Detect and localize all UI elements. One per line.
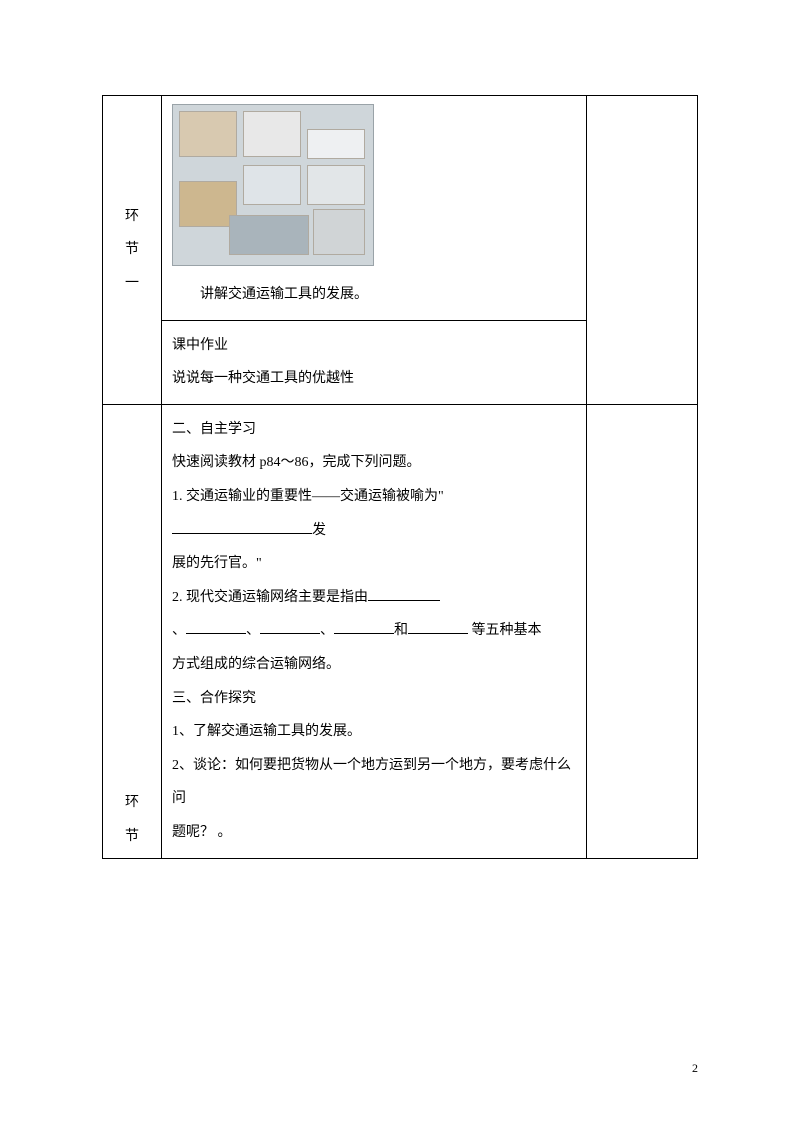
label-char: 节 — [113, 820, 151, 854]
question-2-line3: 方式组成的综合运输网络。 — [172, 648, 576, 682]
label-char: 环 — [113, 200, 151, 234]
section1-right-cell — [587, 96, 698, 405]
label-char: 一 — [113, 267, 151, 301]
label-char: 环 — [113, 786, 151, 820]
question-1-line1: 1. 交通运输业的重要性——交通运输被喻为" 发 — [172, 480, 576, 547]
homework-cell: 课中作业 说说每一种交通工具的优越性 — [162, 320, 587, 404]
fill-blank[interactable] — [368, 586, 440, 601]
coop-item-2-line1: 2、谈论：如何要把货物从一个地方运到另一个地方，要考虑什么问 — [172, 749, 576, 816]
coop-item-2-line2: 题呢？ 。 — [172, 816, 576, 850]
text: 和 — [394, 623, 408, 638]
heading-coop: 三、合作探究 — [172, 682, 576, 716]
illustration-caption: 讲解交通运输工具的发展。 — [172, 278, 576, 312]
section1-label-cell: 环 节 一 — [103, 96, 162, 405]
homework-title: 课中作业 — [172, 329, 576, 363]
content-table: 环 节 一 讲解交通运输工具的发展。 课中作业 说说每一种交通工具 — [102, 95, 698, 859]
question-1-line2: 展的先行官。" — [172, 547, 576, 581]
table-row: 环 节 一 讲解交通运输工具的发展。 — [103, 96, 698, 321]
fill-blank[interactable] — [186, 619, 246, 634]
transport-illustration — [172, 104, 374, 266]
fill-blank[interactable] — [408, 619, 468, 634]
section2-label: 环 节 — [113, 786, 151, 853]
fill-blank[interactable] — [260, 619, 320, 634]
section2-content-cell: 二、自主学习 快速阅读教材 p84～86，完成下列问题。 1. 交通运输业的重要… — [162, 404, 587, 858]
table-row: 环 节 二、自主学习 快速阅读教材 p84～86，完成下列问题。 1. 交通运输… — [103, 404, 698, 858]
label-char: 节 — [113, 233, 151, 267]
section1-label: 环 节 一 — [113, 200, 151, 301]
text: 等五种基本 — [468, 623, 542, 638]
text: 、 — [172, 623, 186, 638]
coop-item-1: 1、了解交通运输工具的发展。 — [172, 715, 576, 749]
instruction: 快速阅读教材 p84～86，完成下列问题。 — [172, 446, 576, 480]
page-number: 2 — [692, 1061, 698, 1076]
text: 2. 现代交通运输网络主要是指由 — [172, 590, 368, 605]
heading-self-study: 二、自主学习 — [172, 413, 576, 447]
fill-blank[interactable] — [172, 519, 312, 534]
section2-right-cell — [587, 404, 698, 858]
text: 、 — [320, 623, 334, 638]
fill-blank[interactable] — [334, 619, 394, 634]
text: 发 — [312, 523, 326, 538]
question-2-line2: 、 、 、 和 等五种基本 — [172, 614, 576, 648]
text: 1. 交通运输业的重要性——交通运输被喻为" — [172, 489, 444, 504]
homework-body: 说说每一种交通工具的优越性 — [172, 362, 576, 396]
page: 环 节 一 讲解交通运输工具的发展。 课中作业 说说每一种交通工具 — [0, 0, 800, 1132]
section2-label-cell: 环 节 — [103, 404, 162, 858]
question-2-line1: 2. 现代交通运输网络主要是指由 — [172, 581, 576, 615]
section1-content-cell: 讲解交通运输工具的发展。 — [162, 96, 587, 321]
text: 、 — [246, 623, 260, 638]
